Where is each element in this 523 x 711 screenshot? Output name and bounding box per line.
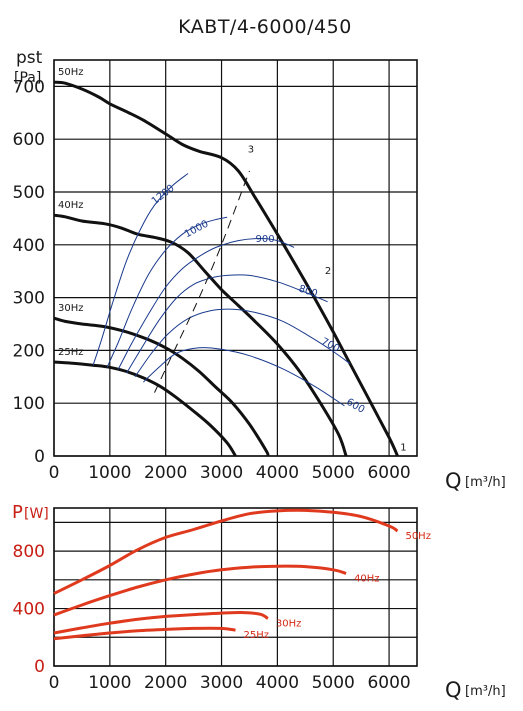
pressure-x-tick-label: 4000 [256, 463, 299, 483]
pressure-series-label-30hz: 30Hz [58, 303, 84, 314]
pressure-x-tick-label: 6000 [367, 463, 410, 483]
pressure-chart: 0 1000 2000 3000 4000 5000 6000 0 100 200 300 400 50… [13, 48, 506, 493]
pressure-series-label-40hz: 40Hz [58, 200, 84, 211]
pressure-frame [53, 59, 418, 457]
pressure-x-tick-label: 1000 [88, 463, 131, 483]
pressure-series-3 [154, 170, 250, 393]
pressure-y-tick-label: 400 [13, 236, 45, 256]
power-series-label-30hz: 30Hz [276, 619, 302, 630]
power-x-tick-label: 1000 [88, 673, 131, 693]
iso-rpm-label-1200: 1200 [150, 183, 177, 207]
curve-annotation-1: 1 [400, 443, 406, 454]
power-y-tick-label: 0 [34, 657, 45, 677]
pressure-series-25hz [53, 360, 237, 457]
pressure-series-1200 [92, 173, 189, 366]
power-grid [53, 507, 418, 667]
power-series-label-25hz: 25Hz [244, 630, 270, 641]
pressure-y-tick-label: 0 [34, 447, 45, 467]
pressure-x-tick-label: 0 [49, 463, 60, 483]
power-axis-unit: [W] [24, 506, 49, 522]
power-series-40hz [53, 564, 347, 617]
pressure-series-30hz [53, 316, 270, 457]
pressure-y-tick-label: 600 [13, 130, 45, 150]
power-frame [53, 507, 418, 667]
power-x-tick-label: 6000 [367, 673, 410, 693]
pressure-series [53, 80, 399, 457]
pressure-series-1000 [106, 216, 228, 368]
power-labels: 0 1000 2000 3000 4000 5000 6000 0 400 800 50Hz 40Hz… [13, 531, 431, 693]
pressure-series-40hz [53, 213, 348, 457]
power-series-label-50hz: 50Hz [405, 531, 431, 542]
iso-rpm-label-900: 900 [256, 234, 275, 245]
power-series-25hz [53, 626, 236, 641]
pressure-series-900 [117, 237, 295, 370]
pressure-series-600 [143, 347, 345, 407]
flow-axis-label-top: Q [445, 469, 462, 493]
iso-rpm-label-600: 600 [344, 397, 366, 416]
pressure-axis-unit: [Pa] [14, 70, 41, 86]
pressure-series-label-25hz: 25Hz [58, 347, 84, 358]
curve-annotation-2: 2 [325, 266, 331, 277]
pressure-y-tick-label: 500 [13, 183, 45, 203]
power-x-tick-label: 3000 [200, 673, 243, 693]
pressure-grid [53, 59, 418, 457]
flow-axis-unit-top: [m³/h] [465, 475, 506, 490]
pressure-axis-label: pst [16, 48, 43, 68]
power-x-tick-label: 4000 [256, 673, 299, 693]
power-series-label-40hz: 40Hz [354, 573, 380, 584]
pressure-labels: 0 1000 2000 3000 4000 5000 6000 0 100 200 300 400 50… [13, 67, 411, 483]
power-axis-label: P [12, 502, 23, 523]
flow-axis-unit-bottom: [m³/h] [465, 684, 506, 699]
iso-rpm-label-1000: 1000 [183, 219, 211, 241]
pressure-series-label-50hz: 50Hz [58, 67, 84, 78]
pressure-x-tick-label: 3000 [200, 463, 243, 483]
curve-annotation-3: 3 [248, 144, 254, 155]
power-x-tick-label: 0 [49, 673, 60, 693]
pressure-y-tick-label: 200 [13, 341, 45, 361]
power-x-tick-label: 2000 [144, 673, 187, 693]
power-chart: 0 1000 2000 3000 4000 5000 6000 0 400 800 50Hz 40Hz… [12, 502, 506, 702]
power-series-30hz [53, 611, 269, 635]
power-y-tick-label: 800 [13, 542, 45, 562]
flow-axis-label-bottom: Q [445, 678, 462, 702]
pressure-y-tick-label: 100 [13, 394, 45, 414]
power-y-tick-label: 400 [13, 600, 45, 620]
pressure-series-800 [126, 274, 328, 374]
power-series-50hz [53, 508, 399, 595]
pressure-x-tick-label: 5000 [312, 463, 355, 483]
power-x-tick-label: 5000 [312, 673, 355, 693]
power-series [53, 508, 399, 641]
pressure-y-tick-label: 300 [13, 289, 45, 309]
pressure-series-50hz [53, 80, 399, 457]
pressure-x-tick-label: 2000 [144, 463, 187, 483]
pressure-y-tick-label: 700 [13, 77, 45, 97]
pressure-series-700 [134, 308, 351, 378]
chart-title: KABT/4-6000/450 [178, 16, 352, 38]
